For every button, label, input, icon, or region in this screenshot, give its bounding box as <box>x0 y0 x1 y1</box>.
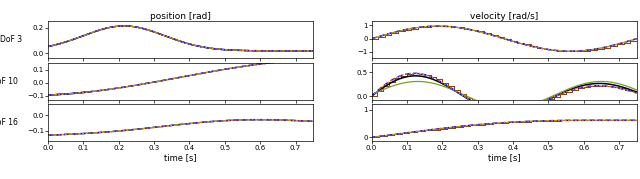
Y-axis label: DoF 3: DoF 3 <box>0 35 22 45</box>
Title: velocity [rad/s]: velocity [rad/s] <box>470 12 538 21</box>
X-axis label: time [s]: time [s] <box>164 153 197 162</box>
Y-axis label: DoF 10: DoF 10 <box>0 77 18 86</box>
Title: position [rad]: position [rad] <box>150 12 211 21</box>
Y-axis label: DoF 16: DoF 16 <box>0 118 18 127</box>
X-axis label: time [s]: time [s] <box>488 153 520 162</box>
